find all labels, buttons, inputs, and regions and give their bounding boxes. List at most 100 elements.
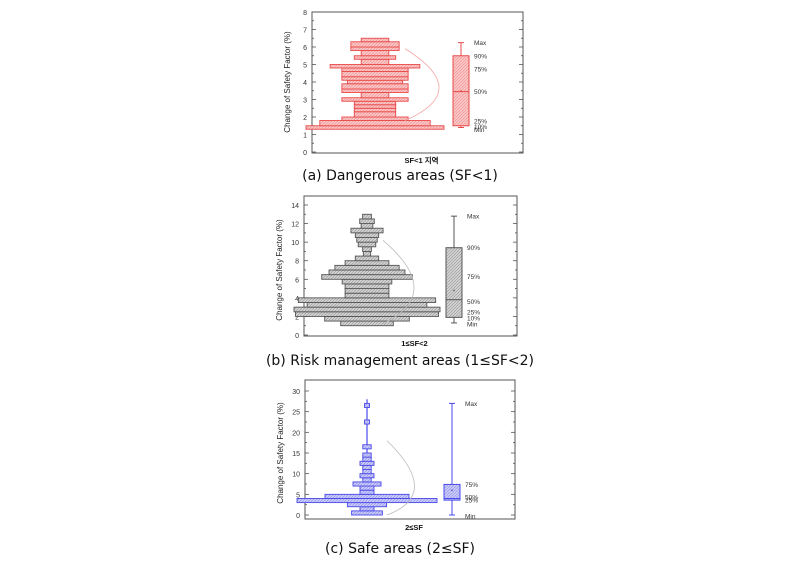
box-label: 25%	[465, 498, 478, 505]
box-label: Min	[467, 321, 478, 328]
chart-panel-a: 0 1 2 3 4 5 6 7 8 Change of Safety Factor (%) SF<1…	[0, 0, 800, 190]
histogram	[305, 37, 445, 130]
histogram-bar	[350, 46, 400, 51]
box-label: Max	[465, 401, 478, 408]
histogram-bar	[321, 274, 413, 280]
y-tick-label: 2	[303, 115, 307, 122]
box-plot: Max 90% 75% 50% 25%10%Min	[452, 40, 487, 134]
plot-frame	[303, 195, 518, 337]
histogram-bar	[341, 76, 409, 81]
histogram-bar	[353, 111, 397, 118]
box-label: Max	[474, 40, 487, 47]
y-tick-label: 4	[303, 80, 307, 87]
histogram-bar	[344, 288, 390, 294]
y-tick-label: 12	[291, 222, 299, 229]
histogram-bar	[354, 255, 380, 262]
box-label: Min	[474, 127, 485, 134]
histogram-bar	[357, 241, 377, 248]
histogram-bar	[341, 67, 409, 72]
box-label: 90%	[467, 245, 480, 252]
y-axis-label: Change of Safety Factor (%)	[283, 31, 292, 133]
y-tick-label: 25	[292, 410, 300, 417]
histogram-bar	[359, 460, 375, 466]
y-tick-label: 0	[295, 333, 299, 340]
y-tick-label: 14	[291, 203, 299, 210]
caption-a: (a) Dangerous areas (SF<1)	[302, 168, 498, 184]
histogram-bar	[346, 79, 404, 85]
y-tick-label: 30	[292, 389, 300, 396]
box-label: 25%	[474, 118, 487, 125]
histogram-bar	[359, 218, 375, 225]
y-tick-label: 4	[295, 296, 299, 303]
box-label: 50%	[467, 299, 480, 306]
histogram-bar	[362, 452, 372, 458]
histogram-bar	[353, 100, 397, 106]
plot-frame	[311, 11, 524, 154]
histogram-bar	[328, 269, 406, 276]
box-label: 90%	[474, 53, 487, 60]
histogram	[293, 213, 441, 327]
box-label: Max	[467, 214, 480, 221]
histogram-bar	[360, 37, 390, 43]
box-label: Min	[465, 513, 476, 520]
histogram-bar	[324, 315, 410, 322]
histogram-bar	[341, 71, 409, 78]
histogram-bar	[329, 64, 421, 69]
histogram-bar	[362, 464, 372, 470]
histogram-bar	[295, 311, 439, 317]
histogram-bar	[344, 292, 390, 299]
histogram-bar	[350, 41, 400, 48]
box-label: 10%	[474, 124, 487, 131]
histogram-bar	[334, 264, 400, 271]
box-plot: Max 90% 75% 50% 25%10%Min	[445, 214, 480, 328]
box-label: 50%	[474, 89, 487, 96]
histogram-bar	[344, 283, 390, 290]
histogram-bar	[364, 419, 370, 425]
box-plot: Max 75% 50%25% Min	[443, 401, 478, 520]
histogram-bar	[353, 55, 397, 60]
histogram-bar	[353, 104, 397, 109]
histogram-bar	[351, 510, 383, 516]
y-tick-label: 1	[303, 133, 307, 140]
chart-panel-c: 0 5 10 15 20 25 30 Change of Safety Factor (%) 2…	[0, 375, 800, 561]
histogram-bar	[359, 485, 375, 491]
histogram-bar	[360, 223, 374, 229]
box-label: 25%	[467, 309, 480, 316]
box-label: 75%	[467, 274, 480, 281]
histogram-bar	[297, 297, 437, 303]
y-tick-label: 15	[292, 451, 300, 458]
histogram-bar	[296, 498, 438, 504]
box-label: 10%	[467, 315, 480, 322]
y-axis: 0 5 10 15 20 25 30	[292, 389, 515, 520]
box-label: 50%	[465, 494, 478, 501]
histogram-bar	[341, 278, 393, 285]
x-axis-label: SF<1 지역	[404, 155, 438, 165]
histogram-bar	[360, 92, 390, 99]
y-tick-label: 0	[303, 150, 307, 157]
x-axis-label: 2≤SF	[405, 523, 423, 532]
histogram-bar	[341, 97, 409, 102]
histogram-bar	[354, 232, 380, 238]
box-label: 75%	[465, 482, 478, 489]
histogram-bar	[341, 83, 409, 90]
histogram-bar	[362, 456, 372, 462]
y-axis: 0 1 2 3 4 5 6 7 8	[303, 10, 523, 157]
histogram	[296, 399, 438, 516]
histogram-bar	[352, 481, 382, 487]
y-tick-label: 3	[303, 98, 307, 105]
histogram-bar	[341, 116, 409, 121]
histogram-bar	[324, 493, 410, 499]
histogram-bar	[341, 88, 409, 93]
histogram-bar	[293, 306, 441, 313]
histogram-bar	[356, 237, 378, 243]
plot-frame	[304, 379, 516, 520]
distribution-curve	[404, 48, 440, 121]
y-axis-label: Change of Safety Factor (%)	[275, 219, 284, 321]
chart-dangerous-areas: 0 1 2 3 4 5 6 7 8 Change of Safety Factor (%) SF<1…	[283, 10, 524, 165]
histogram-bar	[350, 227, 384, 234]
histogram-bar	[359, 506, 375, 512]
caption-c: (c) Safe areas (2≤SF)	[325, 541, 475, 557]
histogram-bar	[362, 469, 372, 475]
histogram-bar	[360, 50, 390, 57]
y-tick-label: 7	[303, 28, 307, 35]
